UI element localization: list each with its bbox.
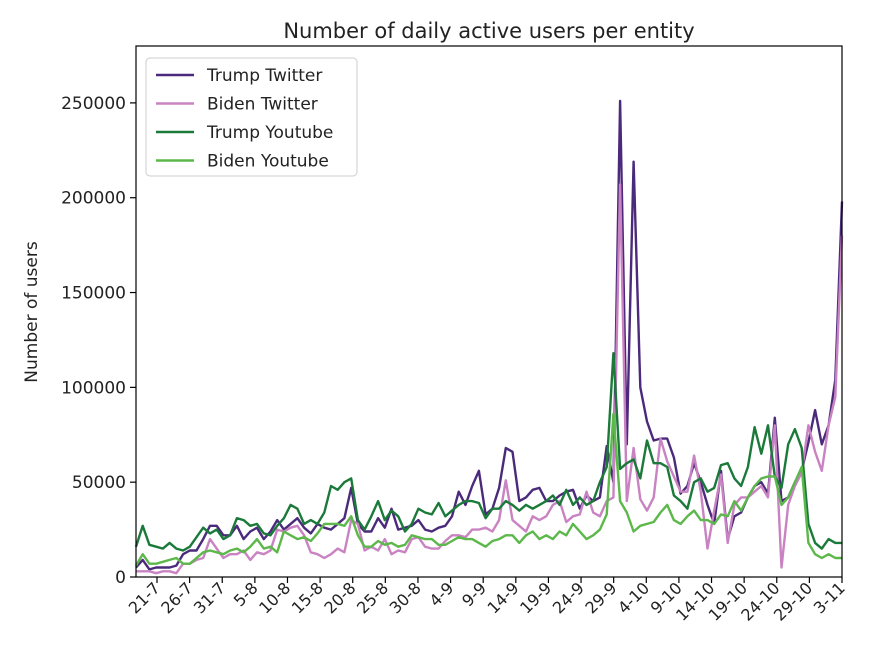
x-tick-label: 26-7 [157,578,196,617]
y-tick-label: 200000 [61,189,126,209]
y-tick-label: 150000 [61,284,126,304]
x-tick-label: 21-7 [125,578,164,617]
x-tick-label: 19-9 [516,578,555,617]
y-tick-label: 100000 [61,378,126,398]
y-tick-label: 250000 [61,94,126,114]
plot-frame [135,45,843,578]
y-tick-label: 50000 [72,473,126,493]
x-tick-label: 29-9 [581,578,620,617]
chart-title: Number of daily active users per entity [283,19,694,43]
series-line-biden-twitter [136,183,844,575]
legend-label-biden-twitter: Biden Twitter [207,95,318,115]
y-tick-label: 0 [115,568,126,588]
legend: Trump Twitter Biden Twitter Trump Youtube B… [145,57,358,177]
x-tick-label: 10-8 [255,578,294,617]
x-tick-label: 14-9 [484,578,523,617]
x-tick-label: 30-8 [386,578,425,617]
plot-lines [134,99,844,575]
x-tick-label: 24-9 [549,578,588,617]
series-line-trump-youtube [134,352,842,552]
legend-label-trump-youtube: Trump Youtube [206,123,333,143]
x-tick-label: 20-8 [320,578,359,617]
x-axis-ticks: 21-726-731-7 5-810-815-820-825-830-8 4-9 9-… [125,577,849,625]
x-tick-label: 25-8 [353,578,392,617]
series-line-biden-youtube [134,412,842,567]
y-axis-ticks: 0 50000 100000 150000 200000 250000 [61,94,136,588]
legend-label-trump-twitter: Trump Twitter [206,66,322,86]
y-axis-label: Number of users [22,241,42,383]
x-tick-label: 3-11 [810,578,849,617]
x-tick-label: 15-8 [288,578,327,617]
x-tick-label: 4-9 [425,578,457,610]
legend-box [145,57,358,177]
x-tick-label: 31-7 [190,578,229,617]
x-tick-label: 4-10 [614,578,653,617]
legend-label-biden-youtube: Biden Youtube [207,152,329,172]
